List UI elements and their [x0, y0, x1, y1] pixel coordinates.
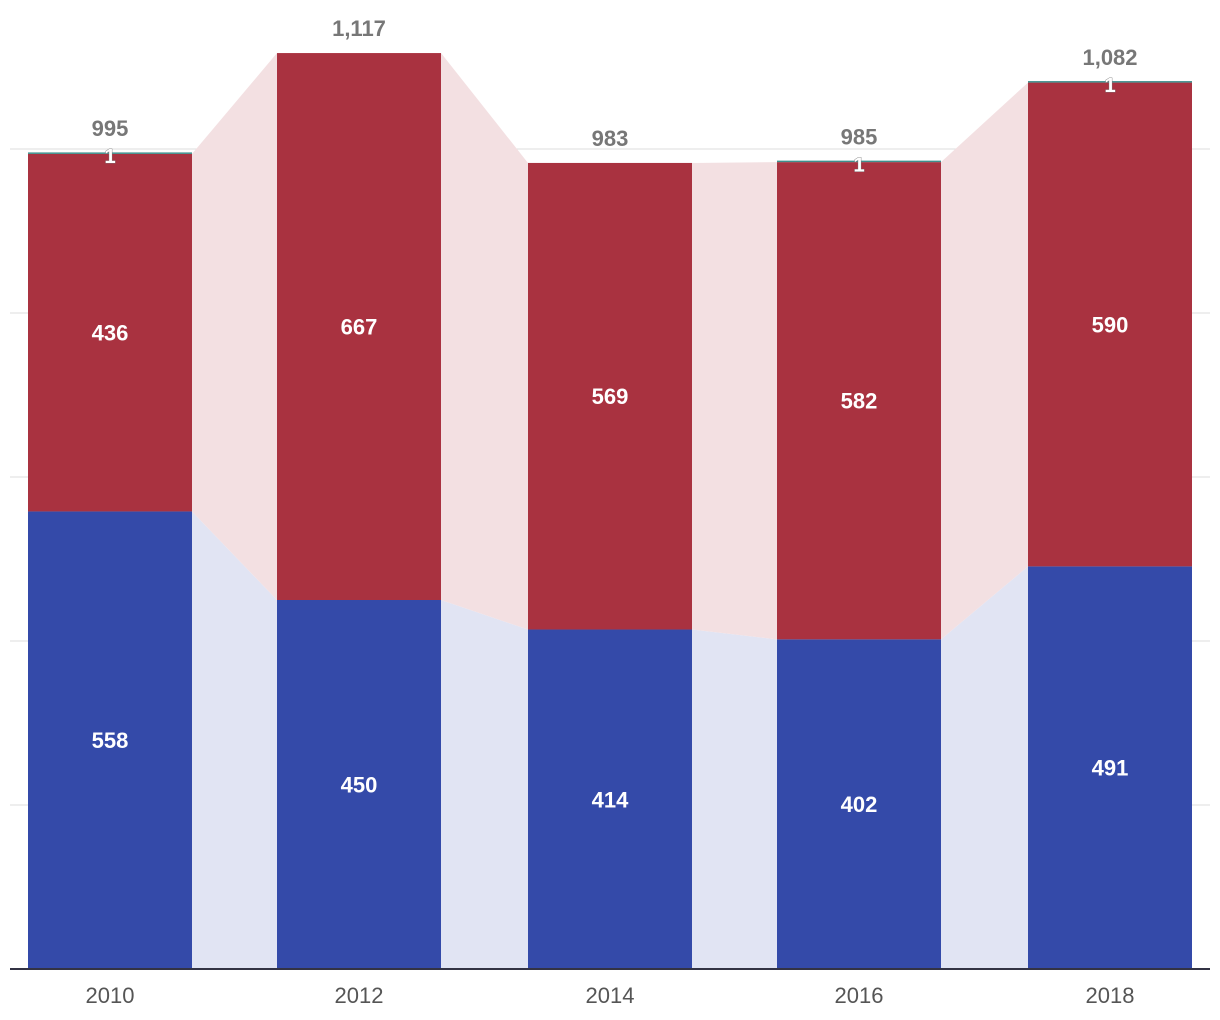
- bar-blue-2016: [777, 639, 941, 969]
- value-label-red: 582: [841, 389, 878, 414]
- bar-blue-2018: [1028, 566, 1192, 969]
- x-tick-label: 2014: [586, 983, 635, 1008]
- bars: [28, 53, 1192, 969]
- bar-red-2018: [1028, 82, 1192, 567]
- bar-blue-2010: [28, 511, 192, 969]
- bar-teal-2016: [777, 160, 941, 163]
- band-blue: [441, 600, 528, 969]
- band-red: [441, 53, 528, 630]
- total-label: 995: [92, 116, 129, 141]
- total-label: 985: [841, 124, 878, 149]
- bar-red-2014: [528, 162, 692, 630]
- total-label: 1,082: [1082, 45, 1137, 70]
- value-label-blue: 491: [1092, 756, 1129, 781]
- band-blue: [692, 629, 777, 969]
- bar-red-2010: [28, 153, 192, 512]
- bar-blue-2014: [528, 629, 692, 969]
- connector-bands: [192, 53, 1028, 969]
- bar-red-2016: [777, 162, 941, 640]
- bar-teal-2018: [1028, 81, 1192, 83]
- x-tick-label: 2016: [835, 983, 884, 1008]
- labels: 558 436 1 995 2010 450 667 1,117 2012 414 569 983 20…: [86, 16, 1138, 1008]
- value-label-red: 436: [92, 321, 129, 346]
- bar-blue-2012: [277, 600, 441, 969]
- bar-red-2012: [277, 53, 441, 601]
- value-label-red: 590: [1092, 312, 1129, 337]
- band-blue: [941, 566, 1028, 969]
- total-label: 983: [592, 126, 629, 151]
- x-tick-label: 2010: [86, 983, 135, 1008]
- band-blue: [192, 511, 277, 969]
- value-label-red: 569: [592, 384, 629, 409]
- value-label-teal: 1: [104, 146, 115, 168]
- total-label: 1,117: [332, 16, 386, 41]
- x-tick-label: 2012: [335, 983, 384, 1008]
- band-red: [692, 162, 777, 640]
- value-label-teal: 1: [1104, 75, 1115, 97]
- value-label-teal: 1: [853, 154, 864, 176]
- band-red: [192, 53, 277, 601]
- value-label-blue: 558: [92, 728, 129, 753]
- x-tick-label: 2018: [1086, 983, 1135, 1008]
- value-label-blue: 450: [341, 773, 378, 798]
- value-label-blue: 414: [592, 787, 629, 812]
- bar-teal-2010: [28, 152, 192, 154]
- band-red: [941, 82, 1028, 640]
- value-label-blue: 402: [841, 792, 878, 817]
- value-label-red: 667: [341, 315, 378, 340]
